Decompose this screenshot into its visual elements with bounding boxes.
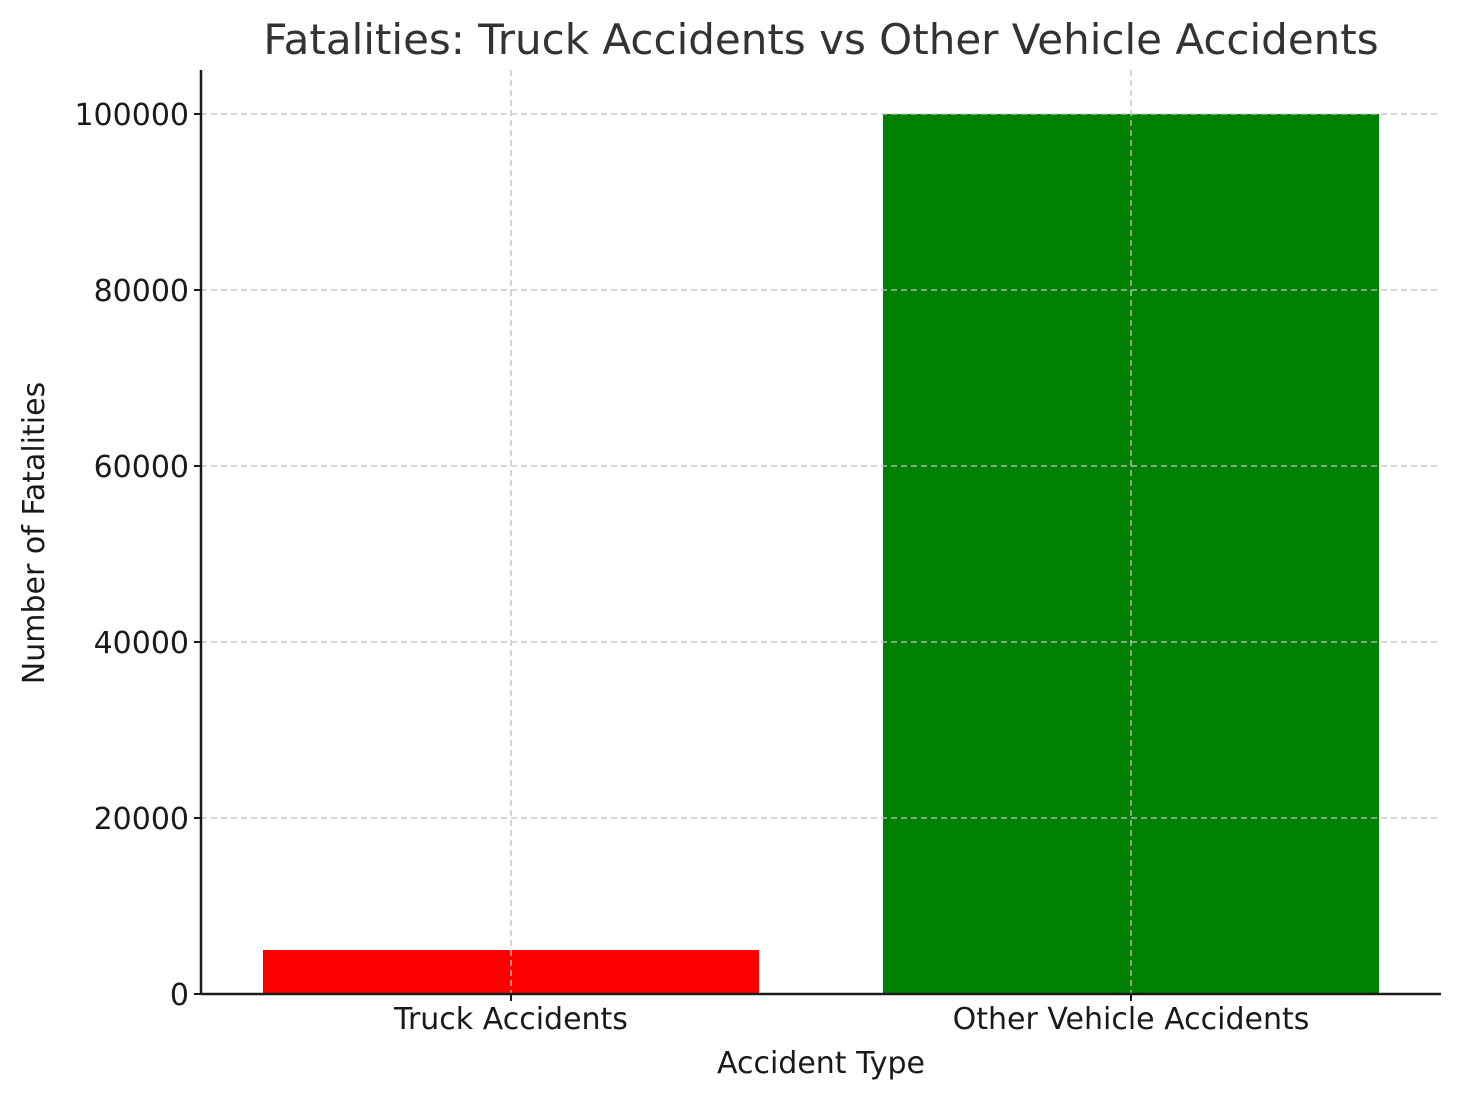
- chart-title: Fatalities: Truck Accidents vs Other Veh…: [263, 15, 1378, 64]
- x-tick-label: Truck Accidents: [393, 1002, 628, 1037]
- x-axis-label: Accident Type: [717, 1046, 925, 1081]
- axes: [199, 70, 1441, 996]
- y-tick-label: 100000: [74, 98, 189, 133]
- x-tick-label: Other Vehicle Accidents: [953, 1002, 1310, 1037]
- bars: [201, 70, 1441, 994]
- y-tick-label: 20000: [94, 802, 189, 837]
- y-tick-label: 40000: [94, 626, 189, 661]
- ticks: 0 20000 40000 60000 80000 100000 Truck Acciden…: [74, 98, 1309, 1037]
- y-tick-label: 0: [170, 978, 189, 1013]
- y-tick-label: 60000: [94, 450, 189, 485]
- y-axis-label: Number of Fatalities: [17, 382, 52, 684]
- y-tick-label: 80000: [94, 274, 189, 309]
